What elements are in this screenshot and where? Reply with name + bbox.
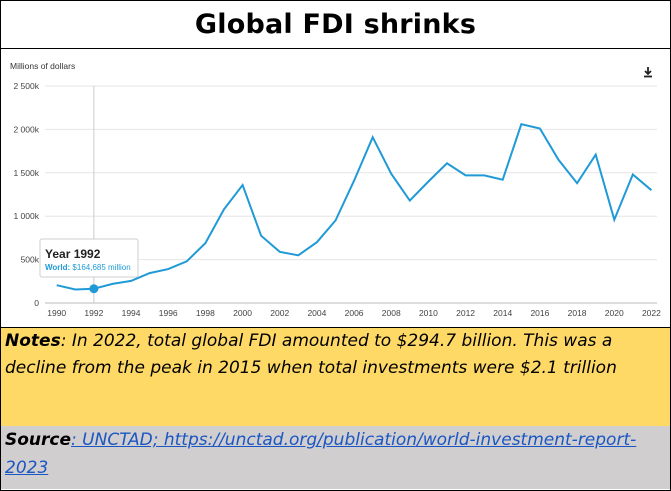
x-tick-label: 2014 — [493, 308, 512, 318]
x-tick-label: 2002 — [270, 308, 289, 318]
notes-label: Notes — [5, 331, 61, 351]
y-tick-labels: 0 500k 1 000k 1 500k 2 000k 2 500k — [13, 81, 39, 308]
y-tick-label: 0 — [34, 298, 39, 308]
tooltip-series-label: World: — [45, 263, 70, 272]
chart-area: Millions of dollars 0 500k 1 000k 1 500k 2 0… — [1, 49, 670, 327]
tooltip-title: Year 1992 — [45, 247, 101, 261]
x-tick-label: 2006 — [345, 308, 364, 318]
x-tick-label: 2022 — [642, 308, 661, 318]
x-tick-label: 1994 — [122, 308, 141, 318]
y-axis-label: Millions of dollars — [10, 61, 75, 71]
x-tick-label: 1992 — [84, 308, 103, 318]
x-tick-label: 2020 — [605, 308, 624, 318]
y-tick-label: 2 000k — [13, 124, 39, 134]
y-tick-label: 2 500k — [13, 81, 39, 91]
x-tick-label: 1990 — [47, 308, 66, 318]
x-tick-label: 2004 — [307, 308, 326, 318]
x-tick-label: 2016 — [530, 308, 549, 318]
highlight-point-1992[interactable] — [89, 284, 99, 294]
source-link[interactable]: : UNCTAD; https://unctad.org/publication… — [5, 430, 637, 478]
x-tick-label: 2008 — [382, 308, 401, 318]
x-tick-label: 2000 — [233, 308, 252, 318]
x-tick-label: 1996 — [159, 308, 178, 318]
page-title: Global FDI shrinks — [194, 9, 477, 40]
x-tick-labels: 1990 1992 1994 1996 1998 2000 2002 2004 2006 2008… — [47, 308, 661, 318]
source-box: Source: UNCTAD; https://unctad.org/publi… — [1, 426, 670, 489]
series-points — [89, 284, 99, 294]
tooltip-value: World: $164,685 million — [45, 263, 131, 272]
chart-svg: Millions of dollars 0 500k 1 000k 1 500k 2 0… — [10, 61, 661, 318]
download-icon[interactable] — [641, 65, 655, 79]
x-tick-label: 2012 — [456, 308, 475, 318]
tooltip: Year 1992 World: $164,685 million — [39, 238, 139, 278]
x-tick-label: 2010 — [419, 308, 438, 318]
x-tick-label: 1998 — [196, 308, 215, 318]
y-tick-label: 1 500k — [13, 168, 39, 178]
x-tick-label: 2018 — [568, 308, 587, 318]
y-tick-label: 500k — [21, 255, 40, 265]
grid-lines — [45, 85, 657, 304]
source-label: Source — [5, 430, 72, 450]
tooltip-value-text: $164,685 million — [72, 263, 130, 272]
tooltip-box — [39, 238, 139, 278]
notes-text: : In 2022, total global FDI amounted to … — [5, 331, 617, 378]
series-line-world[interactable] — [56, 123, 653, 291]
notes-box: Notes: In 2022, total global FDI amounte… — [1, 327, 670, 427]
y-tick-label: 1 000k — [13, 211, 39, 221]
title-bar: Global FDI shrinks — [1, 1, 670, 49]
